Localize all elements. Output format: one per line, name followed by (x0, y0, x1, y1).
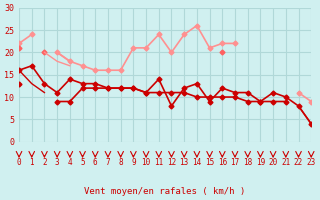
X-axis label: Vent moyen/en rafales ( km/h ): Vent moyen/en rafales ( km/h ) (84, 187, 246, 196)
